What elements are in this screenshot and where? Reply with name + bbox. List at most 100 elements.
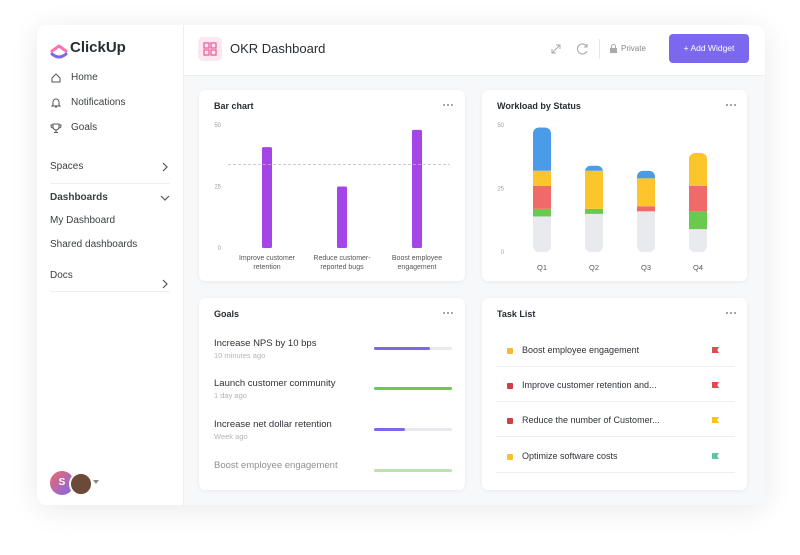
x-tick-label: Q1 [537, 263, 547, 272]
spaces-section[interactable]: Spaces [50, 161, 84, 172]
main-area: OKR Dashboard Private + Add Widget Bar c… [184, 25, 765, 505]
bar-segment [637, 211, 655, 252]
more-icon[interactable] [442, 311, 454, 315]
bar-segment [585, 213, 603, 252]
task-flag [712, 347, 719, 353]
more-icon[interactable] [725, 311, 737, 315]
task-status-dot [507, 454, 513, 460]
x-tick-label: Reduce customer-reported bugs [313, 255, 371, 271]
dashboard-icon [198, 37, 222, 61]
task-status-dot [507, 383, 513, 389]
bell-icon [50, 98, 62, 108]
bar-segment [585, 170, 603, 209]
task-row[interactable] [496, 407, 735, 437]
task-row[interactable] [496, 337, 735, 367]
bar-segment [637, 178, 655, 207]
stacked-bar [533, 127, 551, 252]
bar-segment [533, 216, 551, 252]
bar-segment [585, 208, 603, 214]
bar-chart: 0 25 50 [214, 123, 450, 252]
more-icon[interactable] [442, 103, 454, 107]
task-name: Optimize software costs [522, 451, 618, 461]
x-tick-label: Improve customer retention [238, 255, 296, 271]
refresh-icon[interactable] [576, 42, 590, 56]
progress-fill [374, 387, 452, 390]
task-row[interactable] [496, 443, 735, 473]
bar [412, 129, 422, 248]
y-tick-label: 50 [497, 123, 504, 129]
goal-name[interactable]: Boost employee engagement [214, 460, 338, 471]
stacked-bar [689, 152, 707, 252]
nav-item[interactable]: Notifications [71, 97, 126, 108]
task-list-widget: Task List Boost employee engagement Impro… [482, 298, 747, 490]
x-tick-label: Boost employee engagement [391, 255, 443, 271]
divider [599, 39, 600, 59]
progress-track [374, 428, 452, 431]
dashboards-section[interactable]: Dashboards [50, 192, 108, 203]
chevron-right [162, 162, 168, 172]
goal-time: 10 minutes ago [214, 351, 266, 360]
bar-segment [585, 165, 603, 171]
task-row[interactable] [496, 372, 735, 402]
task-flag [712, 417, 719, 423]
docs-section[interactable]: Docs [50, 270, 73, 281]
bar-segment [689, 185, 707, 212]
bar-segment [533, 170, 551, 186]
goal-time: Week ago [214, 432, 248, 441]
task-name: Reduce the number of Customer... [522, 415, 660, 425]
goal-time: 1 day ago [214, 391, 247, 400]
task-flag [712, 453, 719, 459]
nav-item[interactable]: Home [71, 72, 98, 83]
divider [50, 183, 170, 184]
lock-icon [610, 44, 617, 53]
bar-segment [637, 170, 655, 179]
divider [50, 291, 170, 292]
task-name: Improve customer retention and... [522, 380, 657, 390]
top-bar: OKR Dashboard Private + Add Widget [184, 25, 765, 76]
goal-name[interactable]: Launch customer community [214, 378, 336, 389]
progress-fill [374, 469, 452, 472]
task-flag [712, 382, 719, 388]
more-icon[interactable] [725, 103, 737, 107]
brand-logo [50, 44, 68, 59]
bar-segment [533, 208, 551, 217]
bar-segment [637, 206, 655, 212]
goal-name[interactable]: Increase net dollar retention [214, 419, 332, 430]
bar-segment [533, 185, 551, 209]
bar [337, 186, 347, 248]
bar-chart-widget: Bar chart 0 25 50 Improve customer retenti… [199, 90, 465, 281]
dashboard-item[interactable]: My Dashboard [50, 215, 116, 226]
trophy-icon [50, 123, 62, 133]
widget-title: Goals [214, 309, 240, 319]
task-name: Boost employee engagement [522, 345, 640, 355]
x-tick-label: Q4 [693, 263, 703, 272]
workload-widget: Workload by Status 0 25 50 Q1 Q2 Q3 Q4 [482, 90, 747, 281]
widget-title: Workload by Status [497, 101, 581, 111]
caret [93, 480, 99, 484]
app-window: ClickUp Home Notifications Goals Spaces … [37, 25, 765, 505]
x-tick-label: Q3 [641, 263, 651, 272]
dashboard-item[interactable]: Shared dashboards [50, 239, 138, 250]
expand-icon[interactable] [550, 43, 562, 55]
goals-widget: Goals Increase NPS by 10 bps 10 minutes a… [199, 298, 465, 490]
y-tick-label: 25 [214, 185, 221, 191]
page-title: OKR Dashboard [230, 41, 326, 56]
task-status-dot [507, 418, 513, 424]
sidebar: ClickUp Home Notifications Goals Spaces … [37, 25, 184, 505]
y-tick-label: 0 [218, 246, 222, 252]
y-tick-label: 50 [214, 123, 221, 129]
progress-fill [374, 347, 431, 350]
nav-item[interactable]: Goals [71, 122, 98, 133]
add-widget-button[interactable]: + Add Widget [669, 34, 749, 63]
widget-title: Task List [497, 309, 536, 319]
bar-segment [689, 152, 707, 186]
privacy-toggle[interactable]: Private [621, 44, 646, 53]
goal-name[interactable]: Increase NPS by 10 bps [214, 338, 317, 349]
home-icon [51, 73, 61, 83]
widget-title: Bar chart [214, 101, 254, 111]
bar-segment [533, 127, 551, 171]
chevron-right [162, 279, 168, 289]
x-tick-label: Q2 [589, 263, 599, 272]
progress-fill [374, 428, 406, 431]
